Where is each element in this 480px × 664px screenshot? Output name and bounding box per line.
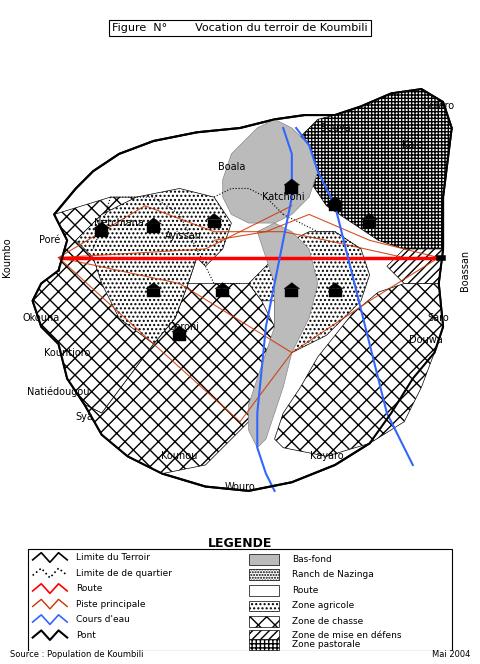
Text: Route: Route (76, 584, 102, 593)
Polygon shape (249, 223, 318, 448)
Text: Mai 2004: Mai 2004 (432, 649, 470, 659)
FancyBboxPatch shape (28, 549, 452, 651)
Text: Kounou: Kounou (161, 452, 198, 461)
Text: Boassan: Boassan (460, 250, 469, 291)
Bar (249, 630, 279, 641)
Text: Ranch de Nazinga: Ranch de Nazinga (292, 570, 373, 579)
Polygon shape (223, 120, 318, 223)
Text: Zone de mise en défens: Zone de mise en défens (292, 631, 401, 640)
Polygon shape (33, 89, 452, 491)
Polygon shape (362, 214, 377, 220)
Text: Ayissan: Ayissan (165, 231, 203, 241)
Polygon shape (76, 189, 231, 344)
Polygon shape (285, 185, 299, 194)
Text: Douwa: Douwa (409, 335, 443, 345)
Polygon shape (284, 283, 300, 289)
Polygon shape (33, 197, 197, 413)
Bar (249, 585, 279, 596)
Text: Gularo: Gularo (423, 102, 455, 112)
Polygon shape (328, 289, 342, 297)
Text: Sya: Sya (75, 412, 94, 422)
Polygon shape (172, 326, 187, 332)
Text: Figure  N°        Vocation du terroir de Koumbili: Figure N° Vocation du terroir de Koumbil… (112, 23, 368, 33)
Bar (249, 639, 279, 649)
Polygon shape (94, 222, 109, 228)
Polygon shape (208, 220, 221, 228)
Text: Kountioro: Kountioro (44, 348, 90, 358)
Text: Limite du Terroir: Limite du Terroir (76, 553, 150, 562)
Text: Saro: Saro (428, 313, 450, 323)
Text: Pont: Pont (76, 631, 96, 639)
Text: Wouro: Wouro (225, 481, 255, 491)
Bar (249, 600, 279, 612)
Polygon shape (84, 284, 275, 473)
Text: Bas-fond: Bas-fond (292, 555, 332, 564)
Polygon shape (215, 283, 230, 289)
Polygon shape (147, 289, 160, 297)
Text: Limite de de quartier: Limite de de quartier (76, 568, 172, 578)
Text: Cours d'eau: Cours d'eau (76, 615, 130, 624)
Polygon shape (363, 220, 376, 228)
Text: Zone de chasse: Zone de chasse (292, 617, 363, 626)
Polygon shape (216, 289, 229, 297)
Polygon shape (284, 179, 300, 185)
Text: Piste principale: Piste principale (76, 600, 145, 609)
Polygon shape (327, 283, 343, 289)
Polygon shape (173, 332, 186, 341)
Polygon shape (146, 283, 161, 289)
Text: Natiédougou: Natiédougou (27, 386, 90, 397)
Text: Zone pastorale: Zone pastorale (292, 639, 360, 649)
Text: Netchiana: Netchiana (94, 218, 144, 228)
Text: Bouya: Bouya (320, 123, 350, 133)
Text: Koumbo: Koumbo (2, 238, 12, 278)
Polygon shape (146, 218, 161, 224)
Polygon shape (249, 232, 370, 353)
Polygon shape (387, 249, 443, 284)
Text: Kayaro: Kayaro (310, 452, 343, 461)
Polygon shape (292, 89, 452, 249)
Polygon shape (275, 284, 443, 456)
Polygon shape (285, 289, 299, 297)
Bar (249, 554, 279, 564)
Text: Goroni: Goroni (168, 322, 200, 332)
Text: Katchoni: Katchoni (262, 192, 304, 202)
Polygon shape (206, 214, 222, 220)
Polygon shape (328, 203, 342, 211)
Polygon shape (327, 197, 343, 203)
Text: Boala: Boala (217, 162, 245, 172)
Bar (249, 616, 279, 627)
Polygon shape (95, 228, 108, 237)
Text: Okouna: Okouna (23, 313, 60, 323)
Text: Source : Population de Koumbili: Source : Population de Koumbili (10, 649, 143, 659)
Text: Poré: Poré (39, 235, 60, 245)
Text: Route: Route (292, 586, 318, 595)
Bar (249, 570, 279, 580)
Text: Kalo: Kalo (402, 140, 423, 150)
Text: LEGENDE: LEGENDE (208, 537, 272, 550)
Polygon shape (147, 224, 160, 232)
Text: Zone agricole: Zone agricole (292, 602, 354, 610)
